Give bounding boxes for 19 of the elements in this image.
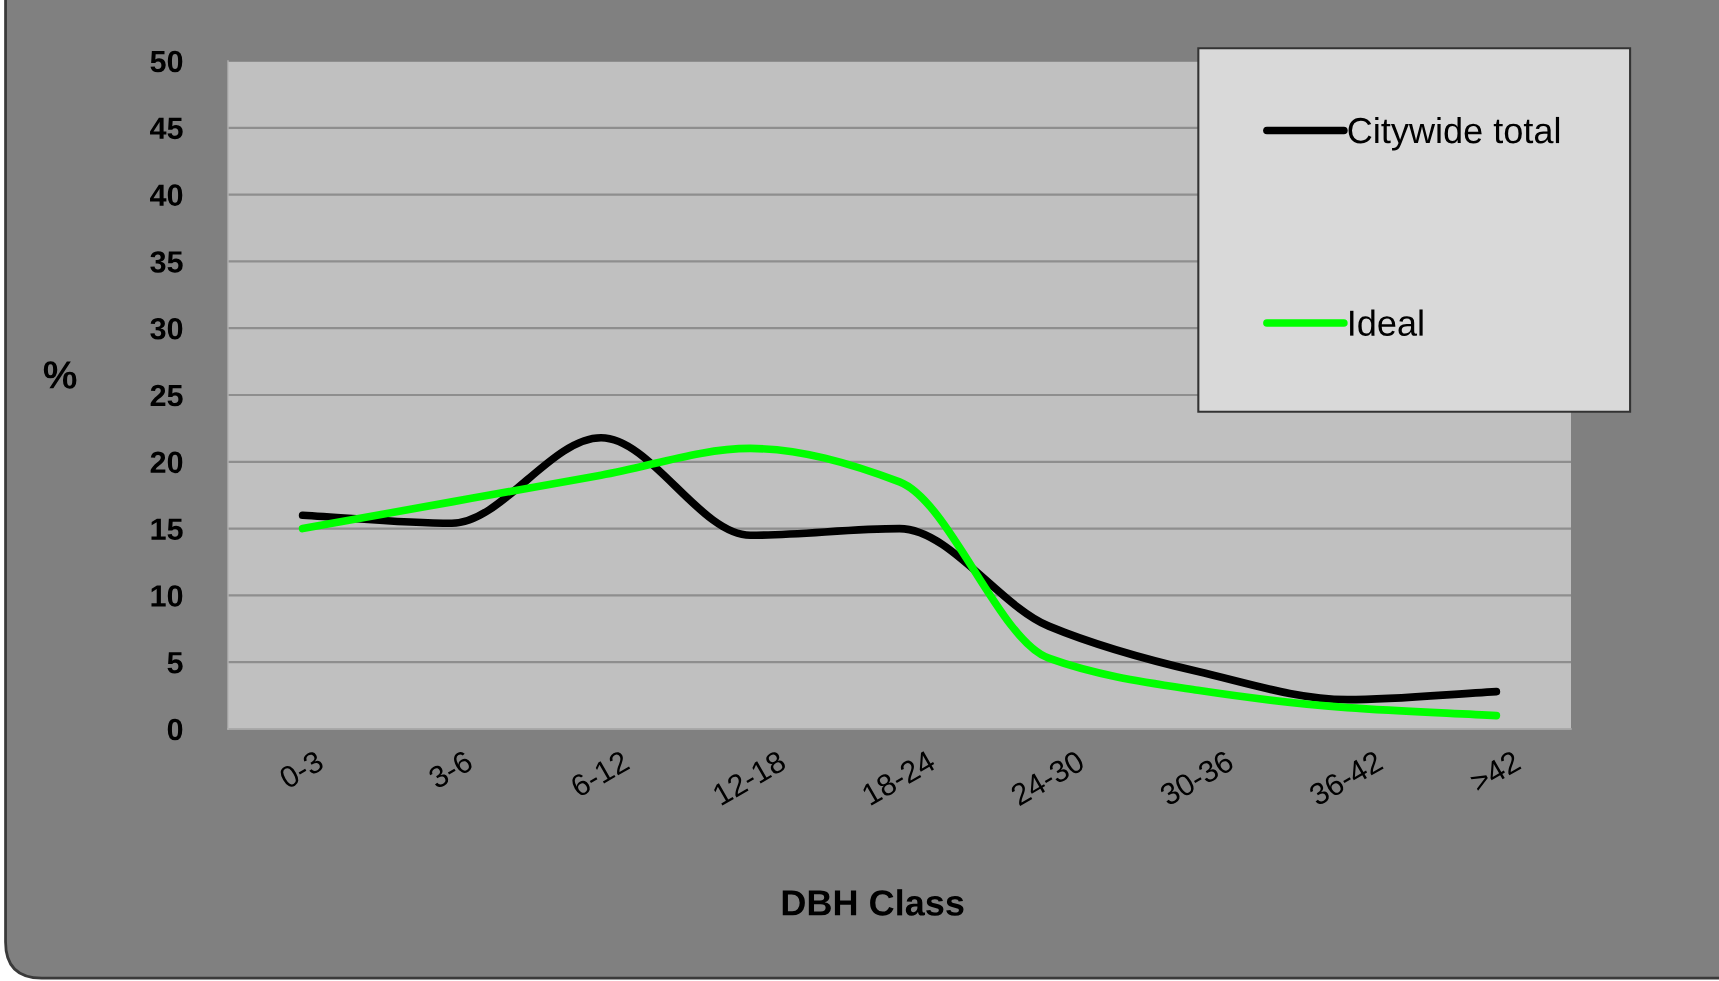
y-axis-title: % bbox=[43, 361, 77, 389]
y-tick-label: 5 bbox=[167, 652, 183, 674]
y-tick-label: 45 bbox=[150, 117, 183, 140]
x-tick-label: 6-12 bbox=[569, 749, 631, 798]
x-tick-label: 0-3 bbox=[277, 749, 325, 790]
y-tick-label: 20 bbox=[150, 451, 183, 474]
legend-label: Ideal bbox=[1350, 309, 1423, 336]
y-tick-label: 35 bbox=[150, 251, 183, 273]
legend-label: Citywide total bbox=[1348, 116, 1560, 151]
x-tick-label: >42 bbox=[1468, 749, 1522, 793]
x-tick-label: 3-6 bbox=[427, 749, 474, 790]
y-tick-label: 30 bbox=[150, 317, 183, 340]
y-tick-label: 10 bbox=[151, 585, 183, 607]
x-axis-title: DBH Class bbox=[782, 889, 964, 916]
y-tick-label: 50 bbox=[150, 50, 183, 73]
y-tick-label: 25 bbox=[150, 384, 183, 407]
y-tick-label: 15 bbox=[151, 518, 183, 540]
y-tick-label: 0 bbox=[167, 718, 183, 741]
y-tick-label: 40 bbox=[150, 184, 183, 206]
